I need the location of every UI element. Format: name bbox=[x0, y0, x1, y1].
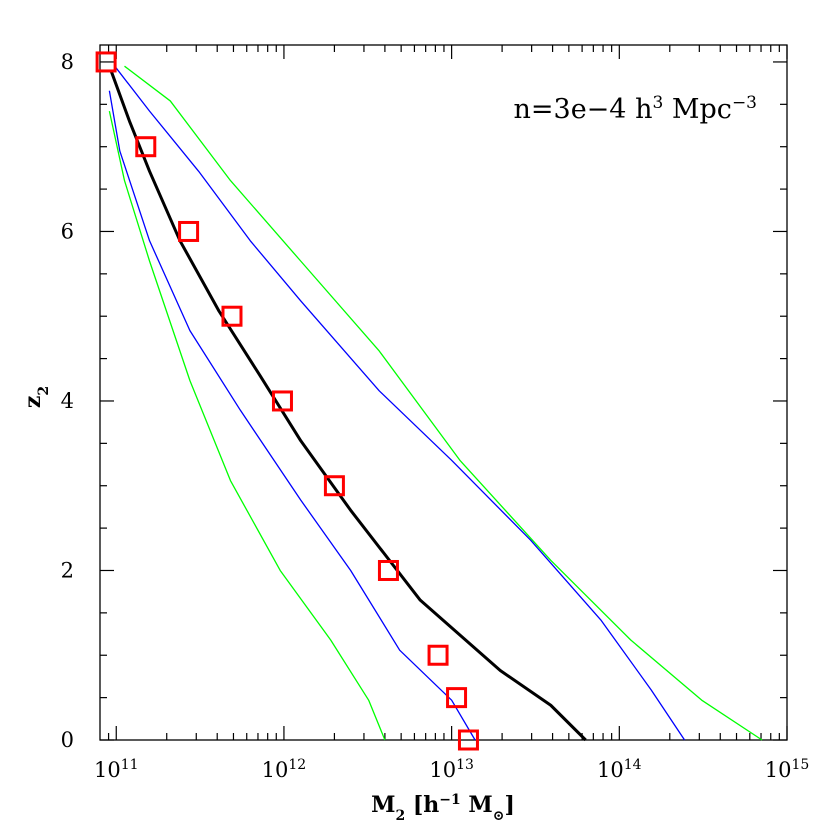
x-tick-exponent: 13 bbox=[456, 757, 474, 773]
annotation-part: n=3e−4 h bbox=[514, 94, 653, 125]
x-tick-label: 1013 bbox=[429, 757, 474, 782]
x-tick-base: 10 bbox=[597, 758, 624, 782]
x-tick-base: 10 bbox=[262, 758, 289, 782]
y-axis-label-part: z bbox=[20, 396, 46, 409]
x-tick-exponent: 12 bbox=[288, 757, 306, 773]
y-tick-label: 0 bbox=[61, 728, 74, 752]
x-tick-label: 1012 bbox=[262, 757, 307, 782]
plot-frame bbox=[99, 44, 788, 741]
series-line bbox=[114, 65, 686, 741]
x-axis-label-part: ] bbox=[505, 792, 515, 818]
x-tick-base: 10 bbox=[765, 758, 792, 782]
x-axis-label: M2 [h−1 M⊙] bbox=[371, 792, 515, 824]
y-axis-label: z2 bbox=[20, 386, 52, 408]
x-tick-label: 1011 bbox=[94, 757, 139, 782]
x-tick-label: 1014 bbox=[597, 757, 642, 782]
x-axis-label-part: [h bbox=[405, 792, 439, 818]
annotation-part: −3 bbox=[732, 93, 757, 113]
y-tick-label: 8 bbox=[61, 50, 74, 74]
series-line bbox=[108, 90, 476, 741]
data-point bbox=[271, 390, 293, 412]
y-tick-label: 2 bbox=[61, 558, 74, 582]
data-point bbox=[323, 475, 345, 497]
y-tick-label: 4 bbox=[61, 389, 74, 413]
x-axis-label-part: −1 bbox=[439, 792, 460, 808]
data-point bbox=[446, 687, 468, 709]
x-axis-label-part: M bbox=[371, 792, 395, 818]
data-point bbox=[221, 305, 243, 327]
annotation-part: Mpc bbox=[663, 94, 732, 125]
annotation-part: 3 bbox=[652, 93, 663, 113]
data-point bbox=[377, 559, 399, 581]
x-axis-label-part: ⊙ bbox=[493, 808, 505, 824]
series-line bbox=[124, 65, 763, 741]
x-axis-label-part: M bbox=[461, 792, 493, 818]
data-point bbox=[427, 644, 449, 666]
annotation: n=3e−4 h3 Mpc−3 bbox=[514, 93, 757, 125]
x-tick-exponent: 11 bbox=[121, 757, 139, 773]
data-point bbox=[457, 729, 479, 751]
x-axis-label-part: 2 bbox=[395, 808, 405, 824]
x-tick-label: 1015 bbox=[765, 757, 810, 782]
data-point bbox=[135, 136, 157, 158]
series-line bbox=[109, 69, 587, 742]
series-line bbox=[108, 110, 386, 741]
x-tick-base: 10 bbox=[94, 758, 121, 782]
y-axis-label-part: 2 bbox=[36, 386, 52, 396]
x-tick-exponent: 15 bbox=[791, 757, 809, 773]
x-tick-exponent: 14 bbox=[624, 757, 642, 773]
x-tick-base: 10 bbox=[429, 758, 456, 782]
data-point bbox=[178, 220, 200, 242]
data-point bbox=[95, 51, 117, 73]
y-tick-label: 6 bbox=[61, 219, 74, 243]
